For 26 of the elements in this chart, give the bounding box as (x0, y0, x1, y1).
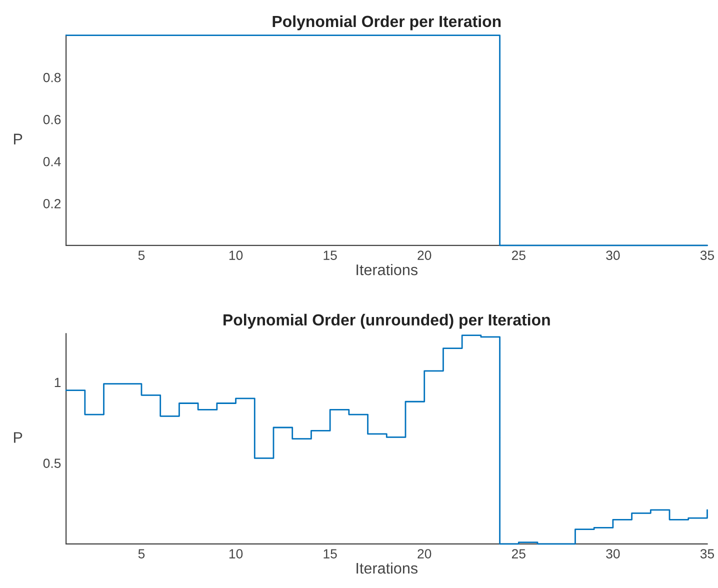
y-tick-label: 0.2 (43, 198, 61, 208)
x-tick-label: 35 (700, 549, 714, 558)
y-tick-label: 0.8 (43, 72, 61, 82)
x-tick-label: 20 (418, 250, 432, 260)
x-tick-label: 10 (229, 250, 243, 260)
x-axis-title: Iterations (356, 264, 418, 276)
x-tick-label: 25 (512, 250, 526, 260)
x-tick-label: 15 (324, 549, 337, 558)
x-tick-label: 5 (138, 549, 145, 558)
chart-title: Polynomial Order (unrounded) per Iteration (224, 314, 550, 329)
y-tick-label: 1 (54, 378, 61, 388)
y-axis-title: P (14, 432, 22, 443)
x-tick-label: 5 (138, 250, 145, 260)
x-tick-label: 30 (606, 250, 620, 260)
x-tick-label: 15 (324, 250, 337, 260)
x-tick-label: 25 (512, 549, 526, 558)
y-tick-label: 0.6 (43, 114, 61, 124)
y-tick-label: 0.5 (43, 458, 61, 468)
x-axis-title: Iterations (356, 562, 418, 574)
x-tick-label: 30 (606, 549, 620, 558)
y-axis-title: P (14, 134, 22, 144)
y-tick-label: 0.4 (43, 156, 61, 166)
x-tick-label: 35 (700, 250, 714, 260)
x-tick-label: 20 (418, 549, 432, 558)
x-tick-label: 10 (229, 549, 243, 558)
chart-title: Polynomial Order per Iteration (272, 15, 501, 30)
